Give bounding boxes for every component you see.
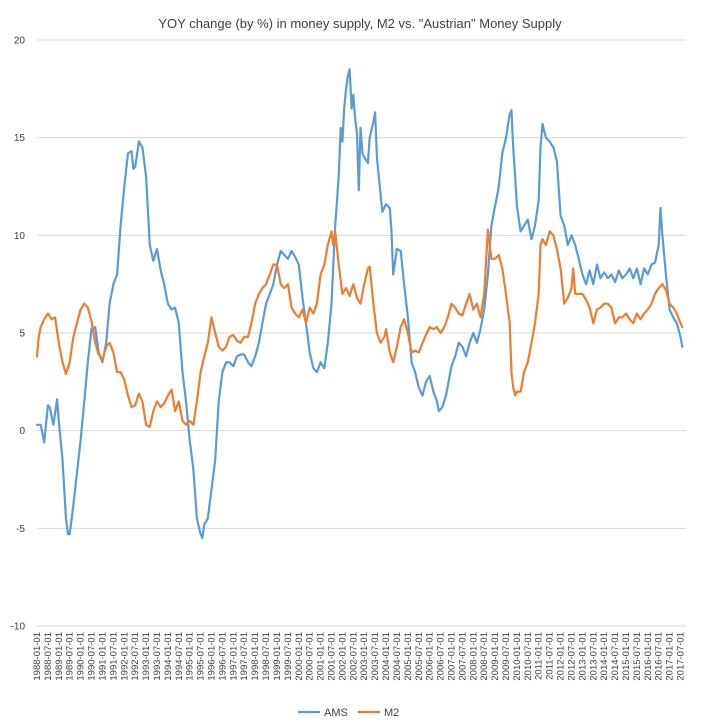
x-tick-label: 1991-01-01 bbox=[97, 632, 108, 681]
legend-label-ams: AMS bbox=[324, 707, 348, 719]
x-tick-label: 1993-07-01 bbox=[152, 632, 163, 681]
x-tick-label: 2014-07-01 bbox=[610, 632, 621, 681]
x-tick-label: 2005-01-01 bbox=[403, 632, 414, 681]
x-tick-label: 2001-01-01 bbox=[316, 632, 327, 681]
x-tick-label: 2007-01-01 bbox=[446, 632, 457, 681]
x-tick-label: 2004-07-01 bbox=[392, 632, 403, 681]
x-tick-label: 2011-07-01 bbox=[545, 632, 556, 680]
x-tick-label: 2003-01-01 bbox=[359, 632, 370, 681]
x-tick-label: 1995-07-01 bbox=[196, 632, 207, 681]
series-line-ams bbox=[35, 68, 684, 540]
x-tick-label: 1992-07-01 bbox=[130, 632, 141, 681]
x-tick-label: 1993-01-01 bbox=[141, 632, 152, 681]
x-tick-label: 2011-01-01 bbox=[534, 632, 545, 680]
x-tick-label: 2000-07-01 bbox=[305, 632, 316, 681]
x-tick-label: 1990-07-01 bbox=[87, 632, 98, 681]
x-tick-label: 1996-07-01 bbox=[217, 632, 228, 681]
y-tick-label: -10 bbox=[11, 622, 26, 633]
x-tick-label: 1988-07-01 bbox=[43, 632, 54, 681]
y-tick-label: 10 bbox=[14, 231, 26, 242]
x-tick-label: 1998-07-01 bbox=[261, 632, 272, 681]
x-tick-label: 2002-07-01 bbox=[348, 632, 359, 681]
x-axis-tick-labels: 1988-01-01 1988-07-01 1989-01-01 1989-07-01… bbox=[32, 632, 687, 681]
x-tick-label: 2015-07-01 bbox=[632, 632, 643, 681]
x-tick-label: 2005-07-01 bbox=[414, 632, 425, 681]
x-tick-label: 2002-01-01 bbox=[337, 632, 348, 681]
x-tick-label: 1994-01-01 bbox=[163, 632, 174, 681]
x-tick-label: 2013-07-01 bbox=[588, 632, 599, 681]
x-tick-label: 2007-07-01 bbox=[457, 632, 468, 681]
x-tick-label: 2017-01-01 bbox=[665, 632, 676, 681]
x-tick-label: 2014-01-01 bbox=[599, 632, 610, 681]
x-tick-label: 1992-01-01 bbox=[119, 632, 130, 681]
x-tick-label: 2013-01-01 bbox=[577, 632, 588, 681]
x-tick-label: 2016-07-01 bbox=[654, 632, 665, 681]
x-tick-label: 2015-01-01 bbox=[621, 632, 632, 681]
x-tick-label: 2010-01-01 bbox=[512, 632, 523, 681]
x-tick-label: 1998-01-01 bbox=[250, 632, 261, 681]
x-tick-label: 2004-01-01 bbox=[381, 632, 392, 681]
x-tick-label: 2000-01-01 bbox=[294, 632, 305, 681]
x-tick-label: 1989-07-01 bbox=[65, 632, 76, 681]
x-tick-label: 1991-07-01 bbox=[108, 632, 119, 681]
x-tick-label: 1994-07-01 bbox=[174, 632, 185, 681]
x-tick-label: 2006-07-01 bbox=[436, 632, 447, 681]
series-line-m2 bbox=[35, 228, 684, 428]
series-lines bbox=[35, 68, 684, 540]
x-tick-label: 2003-07-01 bbox=[370, 632, 381, 681]
x-tick-label: 1989-01-01 bbox=[54, 632, 65, 681]
x-tick-label: 2008-01-01 bbox=[468, 632, 479, 681]
x-tick-label: 2017-07-01 bbox=[676, 632, 687, 681]
y-tick-label: 20 bbox=[14, 36, 26, 47]
x-tick-label: 2001-07-01 bbox=[327, 632, 338, 681]
y-tick-label: 0 bbox=[19, 426, 25, 437]
y-tick-label: 5 bbox=[19, 329, 25, 340]
legend: AMS M2 bbox=[298, 707, 399, 719]
x-tick-label: 1996-01-01 bbox=[207, 632, 218, 681]
x-tick-label: 2008-07-01 bbox=[479, 632, 490, 681]
y-tick-label: -5 bbox=[16, 524, 25, 535]
legend-label-m2: M2 bbox=[384, 707, 399, 719]
x-tick-label: 2012-07-01 bbox=[566, 632, 577, 681]
x-tick-label: 1997-01-01 bbox=[228, 632, 239, 681]
x-tick-label: 2009-01-01 bbox=[490, 632, 501, 681]
x-tick-label: 2012-01-01 bbox=[556, 632, 567, 681]
x-tick-label: 2010-07-01 bbox=[523, 632, 534, 681]
y-axis-tick-labels: -10 -5 0 5 10 15 20 bbox=[11, 36, 26, 633]
x-tick-label: 2009-07-01 bbox=[501, 632, 512, 681]
x-tick-label: 1995-01-01 bbox=[185, 632, 196, 681]
y-tick-label: 15 bbox=[14, 133, 26, 144]
x-tick-label: 1990-01-01 bbox=[76, 632, 87, 681]
x-tick-label: 1999-07-01 bbox=[283, 632, 294, 681]
x-tick-label: 1997-07-01 bbox=[239, 632, 250, 681]
x-tick-label: 2016-01-01 bbox=[643, 632, 654, 681]
x-tick-label: 1999-01-01 bbox=[272, 632, 283, 681]
chart-title: YOY change (by %) in money supply, M2 vs… bbox=[158, 16, 562, 31]
x-tick-label: 1988-01-01 bbox=[32, 632, 43, 681]
x-tick-label: 2006-01-01 bbox=[425, 632, 436, 681]
